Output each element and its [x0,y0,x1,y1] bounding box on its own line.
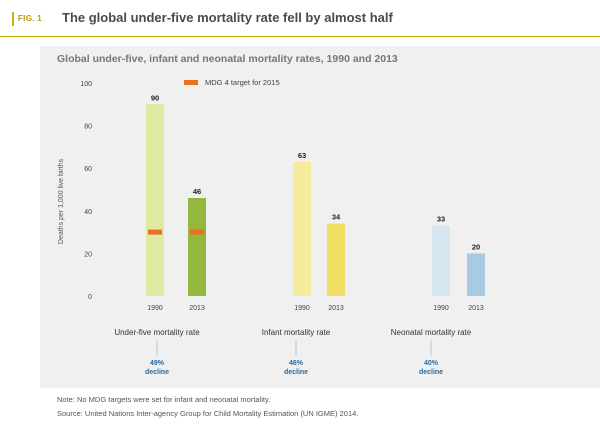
data-label: 63 [298,151,306,160]
x-tick-label: 1990 [147,305,163,312]
data-label: 46 [193,187,201,196]
chart-title: Global under-five, infant and neonatal m… [57,53,398,65]
figure-number: FIG. 1 [12,12,42,26]
figure-header: FIG. 1 The global under-five mortality r… [0,0,600,37]
group-label: Infant mortality rate [262,328,331,337]
data-label: 90 [151,93,159,102]
figure-title: The global under-five mortality rate fel… [62,10,393,25]
x-tick-label: 2013 [328,305,344,312]
y-tick-label: 40 [84,209,92,216]
legend-swatch-mdg-target [184,80,198,85]
legend-label-mdg-target: MDG 4 target for 2015 [205,78,280,87]
bar [293,161,311,296]
decline-word: decline [284,369,308,376]
bar [327,223,345,296]
bar [188,198,206,296]
chart-notes: Note: No MDG targets were set for infant… [57,393,358,421]
data-label: 20 [472,242,480,251]
y-axis-title: Deaths per 1,000 live births [58,158,65,244]
target-marker [190,229,204,235]
chart-panel [40,46,600,388]
decline-word: decline [145,369,169,376]
group-label: Neonatal mortality rate [391,328,472,337]
decline-percent: 40% [424,360,439,367]
y-tick-label: 60 [84,166,92,173]
footnote: Note: No MDG targets were set for infant… [57,395,271,404]
target-marker [148,229,162,235]
y-tick-label: 20 [84,251,92,258]
decline-percent: 49% [150,360,165,367]
x-tick-label: 2013 [189,305,205,312]
bar [467,253,485,296]
bar [432,225,450,296]
y-tick-label: 80 [84,124,92,131]
source-note: Source: United Nations Inter-agency Grou… [57,409,359,418]
y-tick-label: 0 [88,294,92,301]
y-tick-label: 100 [80,81,92,88]
bar [146,104,164,296]
mortality-bar-chart: Deaths per 1,000 live births 0 20 40 60 80 100… [58,78,485,376]
decline-word: decline [419,369,443,376]
x-tick-label: 2013 [468,305,484,312]
data-label: 34 [332,213,341,222]
x-tick-label: 1990 [294,305,310,312]
group-label: Under-five mortality rate [114,328,200,337]
data-label: 33 [437,215,445,224]
decline-percent: 46% [289,360,304,367]
x-tick-label: 1990 [433,305,449,312]
